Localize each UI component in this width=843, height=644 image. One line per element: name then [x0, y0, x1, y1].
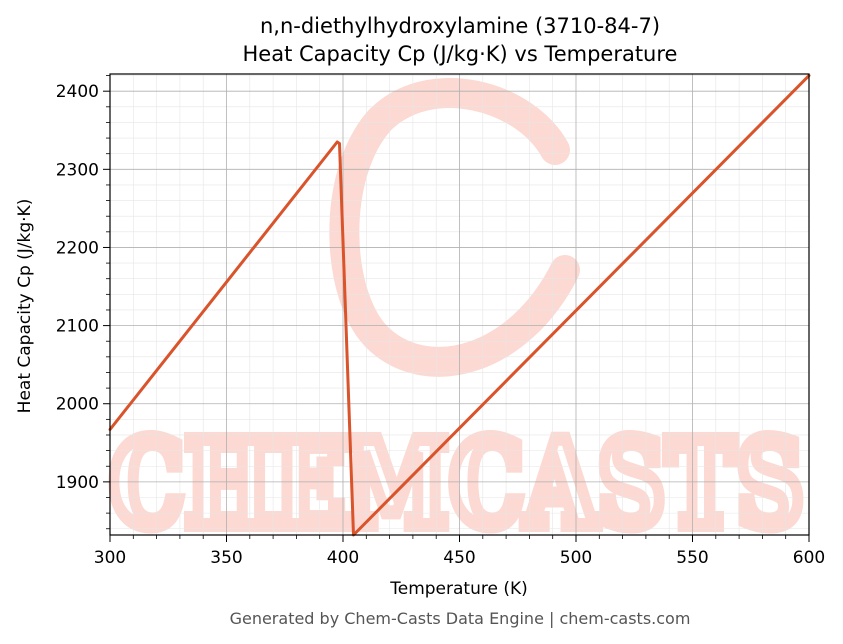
chemcasts-watermark: CHEMCASTS — [103, 78, 810, 560]
x-tick-label: 450 — [443, 548, 475, 568]
series-layer — [108, 74, 811, 537]
series-line-cp — [108, 74, 811, 537]
y-tick-label: 1900 — [56, 473, 99, 493]
y-tick-label: 2400 — [56, 82, 99, 102]
y-tick-label: 2300 — [56, 160, 99, 180]
chart-subtitle: Heat Capacity Cp (J/kg·K) vs Temperature — [243, 42, 678, 66]
chart-title: n,n-diethylhydroxylamine (3710-84-7) — [260, 14, 660, 38]
x-tick-label: 550 — [676, 548, 708, 568]
y-tick-label: 2200 — [56, 238, 99, 258]
y-tick-label: 2000 — [56, 395, 99, 415]
x-tick-label: 350 — [210, 548, 242, 568]
y-tick-label: 2100 — [56, 317, 99, 337]
x-axis-label: Temperature (K) — [389, 579, 528, 599]
footer-credit: Generated by Chem-Casts Data Engine | ch… — [230, 609, 691, 628]
watermark-logo-arc — [329, 78, 580, 377]
x-tick-label: 500 — [560, 548, 592, 568]
axis-ticks: 300 350 400 450 500 550 600 1900 2000 2100 2200 230… — [56, 75, 825, 568]
y-axis-label: Heat Capacity Cp (J/kg·K) — [15, 199, 35, 414]
x-tick-label: 600 — [793, 548, 825, 568]
major-grid — [109, 74, 810, 535]
x-tick-label: 400 — [327, 548, 359, 568]
x-tick-label: 300 — [94, 548, 126, 568]
